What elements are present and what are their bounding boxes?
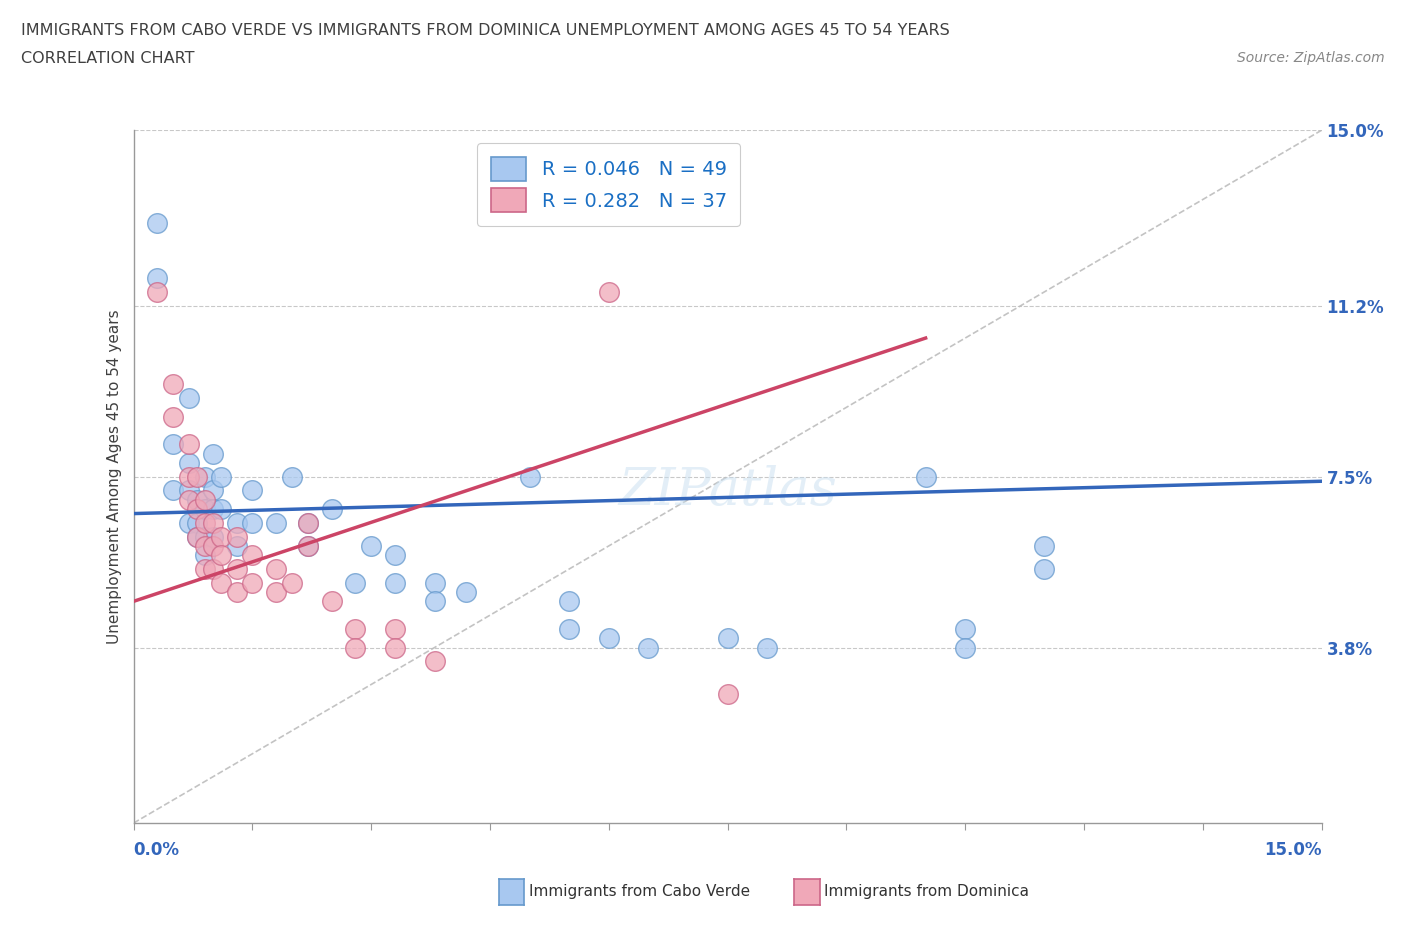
Point [321,501,343,516]
Text: CORRELATION CHART: CORRELATION CHART [21,51,194,66]
Point [264,515,287,530]
Point [146,271,169,286]
Point [225,529,247,544]
Point [201,529,224,544]
Point [953,621,976,636]
Point [186,470,208,485]
Point [281,576,304,591]
Point [225,585,247,600]
Point [914,470,936,485]
Point [186,501,208,516]
Point [242,576,264,591]
Point [637,640,659,655]
Point [384,576,406,591]
Point [297,538,319,553]
Point [194,492,217,507]
Point [264,585,287,600]
Point [177,483,200,498]
Point [194,562,217,577]
Point [186,529,208,544]
Point [242,483,264,498]
Point [146,285,169,299]
Point [423,576,446,591]
Point [297,515,319,530]
Point [186,529,208,544]
Point [162,377,184,392]
Point [519,470,541,485]
Text: ZIPatlas: ZIPatlas [619,465,837,516]
Point [194,529,217,544]
Point [384,640,406,655]
Point [209,576,232,591]
Point [194,538,217,553]
Text: Immigrants from Cabo Verde: Immigrants from Cabo Verde [529,884,749,899]
Point [194,501,217,516]
Point [201,562,224,577]
Point [162,437,184,452]
Point [201,538,224,553]
Point [209,501,232,516]
Point [209,529,232,544]
Point [281,470,304,485]
Point [177,456,200,471]
Point [344,621,367,636]
Point [186,492,208,507]
Point [201,446,224,461]
Point [1033,538,1056,553]
Point [423,654,446,669]
Point [321,594,343,609]
Point [384,548,406,563]
Point [264,562,287,577]
Point [423,594,446,609]
Point [598,631,620,645]
Point [297,538,319,553]
Point [1033,562,1056,577]
Point [558,594,581,609]
Point [201,501,224,516]
Point [598,285,620,299]
Point [177,437,200,452]
Point [146,215,169,230]
Point [225,538,247,553]
Point [162,483,184,498]
Point [242,548,264,563]
Point [384,621,406,636]
Point [225,562,247,577]
Point [194,548,217,563]
Text: 15.0%: 15.0% [1264,841,1322,858]
Legend: R = 0.046   N = 49, R = 0.282   N = 37: R = 0.046 N = 49, R = 0.282 N = 37 [478,143,740,226]
Text: 0.0%: 0.0% [134,841,180,858]
Point [209,470,232,485]
Point [177,470,200,485]
Text: IMMIGRANTS FROM CABO VERDE VS IMMIGRANTS FROM DOMINICA UNEMPLOYMENT AMONG AGES 4: IMMIGRANTS FROM CABO VERDE VS IMMIGRANTS… [21,23,950,38]
Point [209,548,232,563]
Point [558,621,581,636]
Point [456,585,478,600]
Point [756,640,779,655]
Point [344,640,367,655]
Point [717,631,740,645]
Point [953,640,976,655]
Point [162,409,184,424]
Text: Source: ZipAtlas.com: Source: ZipAtlas.com [1237,51,1385,65]
Point [201,515,224,530]
Point [242,515,264,530]
Point [344,576,367,591]
Point [194,470,217,485]
Point [360,538,382,553]
Point [177,515,200,530]
Point [177,492,200,507]
Point [717,686,740,701]
Text: Immigrants from Dominica: Immigrants from Dominica [824,884,1029,899]
Point [186,515,208,530]
Point [194,515,217,530]
Point [177,391,200,405]
Point [201,483,224,498]
Point [297,515,319,530]
Y-axis label: Unemployment Among Ages 45 to 54 years: Unemployment Among Ages 45 to 54 years [107,310,122,644]
Point [225,515,247,530]
